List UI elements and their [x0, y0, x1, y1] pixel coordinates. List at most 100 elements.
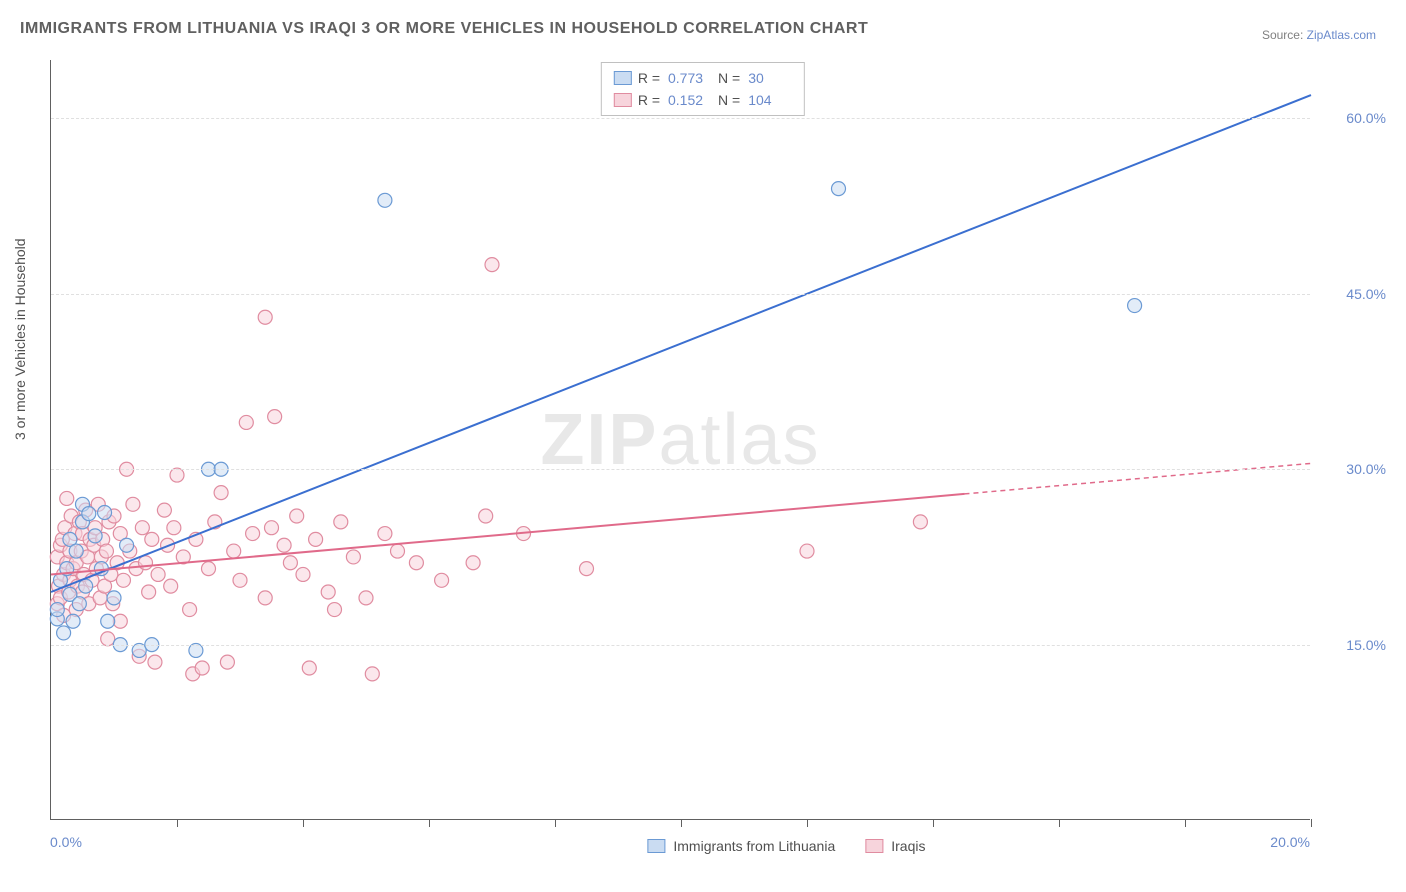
x-tick: [303, 819, 304, 827]
data-point-blue: [832, 182, 846, 196]
data-point-pink: [365, 667, 379, 681]
data-point-pink: [258, 310, 272, 324]
data-point-pink: [378, 527, 392, 541]
data-point-pink: [246, 527, 260, 541]
trend-line-blue: [51, 95, 1311, 592]
legend-label: Iraqis: [891, 838, 925, 854]
data-point-pink: [321, 585, 335, 599]
x-tick: [933, 819, 934, 827]
data-point-pink: [391, 544, 405, 558]
legend-stats-row: R = 0.152 N = 104: [614, 89, 792, 111]
data-point-pink: [328, 603, 342, 617]
data-point-pink: [265, 521, 279, 535]
r-value: 0.152: [668, 92, 712, 108]
x-tick: [177, 819, 178, 827]
data-point-pink: [145, 532, 159, 546]
data-point-blue: [101, 614, 115, 628]
data-point-pink: [164, 579, 178, 593]
data-point-blue: [378, 193, 392, 207]
x-tick: [1185, 819, 1186, 827]
grid-line: [51, 645, 1310, 646]
data-point-blue: [107, 591, 121, 605]
y-axis-title: 3 or more Vehicles in Household: [12, 238, 28, 440]
x-axis-min-label: 0.0%: [50, 834, 82, 850]
data-point-pink: [214, 486, 228, 500]
data-point-pink: [466, 556, 480, 570]
data-point-pink: [309, 532, 323, 546]
data-point-blue: [88, 529, 102, 543]
n-value: 104: [748, 92, 792, 108]
data-point-blue: [98, 505, 112, 519]
data-point-pink: [142, 585, 156, 599]
grid-line: [51, 294, 1310, 295]
data-point-pink: [233, 573, 247, 587]
data-point-blue: [72, 597, 86, 611]
data-point-blue: [50, 603, 64, 617]
x-tick: [1059, 819, 1060, 827]
data-point-pink: [258, 591, 272, 605]
data-point-pink: [239, 415, 253, 429]
data-point-pink: [290, 509, 304, 523]
data-point-pink: [580, 562, 594, 576]
data-point-pink: [135, 521, 149, 535]
data-point-pink: [60, 491, 74, 505]
x-axis-max-label: 20.0%: [1270, 834, 1310, 850]
data-point-pink: [157, 503, 171, 517]
legend-swatch-blue: [614, 71, 632, 85]
grid-line: [51, 469, 1310, 470]
data-point-blue: [57, 626, 71, 640]
data-point-pink: [913, 515, 927, 529]
x-tick: [681, 819, 682, 827]
chart-plot-area: ZIPatlas: [50, 60, 1310, 820]
data-point-pink: [283, 556, 297, 570]
data-point-pink: [126, 497, 140, 511]
data-point-pink: [148, 655, 162, 669]
legend-label: Immigrants from Lithuania: [673, 838, 835, 854]
data-point-pink: [800, 544, 814, 558]
x-tick: [555, 819, 556, 827]
data-point-pink: [113, 614, 127, 628]
legend-item: Iraqis: [865, 838, 925, 854]
data-point-pink: [296, 567, 310, 581]
data-point-pink: [268, 410, 282, 424]
scatter-svg: [51, 60, 1310, 819]
n-value: 30: [748, 70, 792, 86]
x-tick: [807, 819, 808, 827]
data-point-blue: [66, 614, 80, 628]
legend-stats-box: R = 0.773N = 30R = 0.152N = 104: [601, 62, 805, 116]
data-point-pink: [346, 550, 360, 564]
y-tick-label: 30.0%: [1346, 461, 1386, 477]
data-point-pink: [227, 544, 241, 558]
legend-swatch-pink: [614, 93, 632, 107]
x-tick: [1311, 819, 1312, 827]
r-label: R =: [638, 70, 660, 86]
n-label: N =: [718, 70, 740, 86]
legend-swatch-blue: [647, 839, 665, 853]
data-point-pink: [99, 544, 113, 558]
data-point-pink: [277, 538, 291, 552]
source-prefix: Source:: [1262, 28, 1307, 42]
legend-series: Immigrants from Lithuania Iraqis: [647, 838, 925, 854]
data-point-pink: [409, 556, 423, 570]
trend-line-pink: [51, 494, 965, 575]
source-attribution: Source: ZipAtlas.com: [1262, 28, 1376, 42]
data-point-pink: [220, 655, 234, 669]
grid-line: [51, 118, 1310, 119]
y-tick-label: 45.0%: [1346, 286, 1386, 302]
data-point-pink: [485, 258, 499, 272]
legend-swatch-pink: [865, 839, 883, 853]
data-point-pink: [435, 573, 449, 587]
chart-title: IMMIGRANTS FROM LITHUANIA VS IRAQI 3 OR …: [20, 20, 868, 38]
source-link[interactable]: ZipAtlas.com: [1307, 28, 1376, 42]
data-point-blue: [1128, 299, 1142, 313]
r-label: R =: [638, 92, 660, 108]
data-point-pink: [116, 573, 130, 587]
data-point-pink: [359, 591, 373, 605]
data-point-pink: [302, 661, 316, 675]
data-point-pink: [202, 562, 216, 576]
legend-item: Immigrants from Lithuania: [647, 838, 835, 854]
n-label: N =: [718, 92, 740, 108]
data-point-pink: [195, 661, 209, 675]
data-point-pink: [151, 567, 165, 581]
data-point-blue: [120, 538, 134, 552]
